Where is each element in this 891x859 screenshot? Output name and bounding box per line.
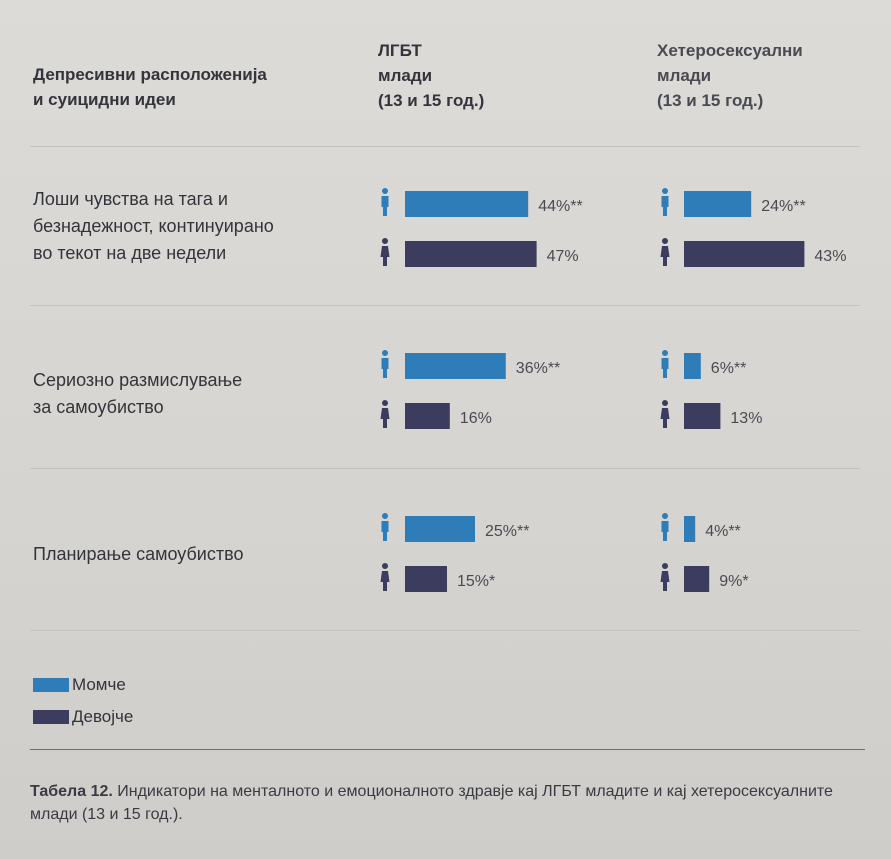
bar [684, 566, 710, 592]
person-female-icon [660, 400, 670, 428]
bar [405, 516, 475, 542]
header-hetero-line3: (13 и 15 год.) [657, 91, 764, 110]
data-label: 6%** [711, 360, 747, 377]
row-label-line: Лоши чувства на тага и [33, 189, 228, 209]
data-label: 47% [547, 248, 579, 265]
data-label: 36%** [516, 360, 560, 377]
person-female-icon [660, 238, 670, 266]
row-separator [30, 630, 860, 631]
caption-rule [30, 749, 865, 750]
caption-text: Индикатори на менталното и емоционалното… [30, 783, 833, 823]
bar [684, 516, 696, 542]
person-male-icon [381, 350, 389, 378]
person-male-icon [381, 188, 389, 216]
header-separator [30, 146, 860, 147]
bar [684, 403, 721, 429]
row-label-line: Сериозно размислување [33, 370, 243, 390]
row-separator [30, 305, 860, 306]
data-label: 43% [814, 248, 846, 265]
data-label: 24%** [761, 198, 805, 215]
bar [405, 403, 450, 429]
legend-label-boys: Момче [72, 675, 126, 694]
header-lgbt-line3: (13 и 15 год.) [378, 91, 485, 110]
legend-label-girls: Девојче [72, 707, 134, 726]
data-label: 16% [460, 410, 492, 427]
bar [405, 353, 506, 379]
data-label: 25%** [485, 523, 529, 540]
row-label-hopelessness: Лоши чувства на тага и безнадежност, кон… [33, 186, 274, 267]
person-male-icon [381, 513, 389, 541]
header-hetero-line1: Хетеросексуални [657, 41, 803, 60]
data-label: 15%* [457, 573, 495, 590]
header-indicators-line1: Депресивни расположенија [33, 65, 267, 84]
person-female-icon [380, 238, 390, 266]
data-label: 44%** [538, 198, 582, 215]
header-lgbt-line1: ЛГБТ [378, 41, 422, 60]
header-lgbt: ЛГБТ млади (13 и 15 год.) [378, 38, 484, 113]
person-female-icon [660, 563, 670, 591]
bar [684, 353, 701, 379]
header-indicators: Депресивни расположенија и суицидни идеи [33, 62, 267, 112]
bar [405, 191, 529, 217]
person-female-icon [380, 563, 390, 591]
header-hetero: Хетеросексуални млади (13 и 15 год.) [657, 38, 803, 113]
person-male-icon [661, 513, 669, 541]
bar [684, 191, 752, 217]
data-label: 4%** [705, 523, 741, 540]
person-male-icon [661, 350, 669, 378]
caption-title: Табела 12. [30, 783, 113, 800]
bar [405, 241, 537, 267]
row-label-line: безнадежност, континуирано [33, 216, 274, 236]
bar [405, 566, 447, 592]
row-label-suicide-planning: Планирање самоубиство [33, 541, 243, 568]
row-label-suicidal-thoughts: Сериозно размислување за самоубиство [33, 367, 242, 421]
data-label: 9%* [719, 573, 748, 590]
row-label-line: Планирање самоубиство [33, 544, 244, 564]
row-label-line: во текот на две недели [33, 243, 227, 263]
header-hetero-line2: млади [657, 66, 712, 85]
row-label-line: за самоубиство [33, 397, 164, 417]
table-caption: Табела 12. Индикатори на менталното и ем… [30, 780, 860, 826]
row-separator [30, 468, 860, 469]
person-male-icon [661, 188, 669, 216]
bar [684, 241, 805, 267]
person-female-icon [380, 400, 390, 428]
data-label: 13% [730, 410, 762, 427]
header-indicators-line2: и суицидни идеи [33, 90, 176, 109]
header-lgbt-line2: млади [378, 66, 433, 85]
legend-swatch-girls [33, 710, 69, 724]
legend-swatch-boys [33, 678, 69, 692]
